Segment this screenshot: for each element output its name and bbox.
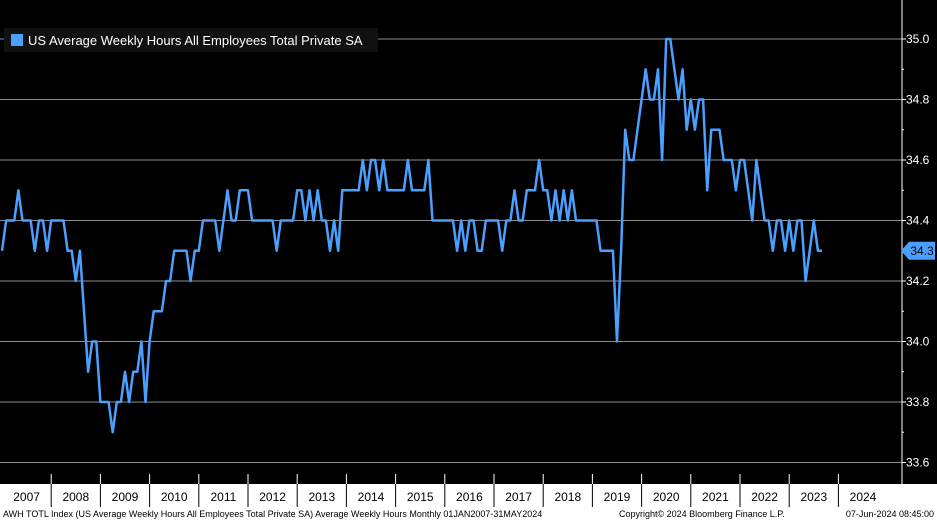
y-tick-label: 34.4 xyxy=(906,214,930,228)
x-tick-label: 2016 xyxy=(456,490,483,504)
last-value-label: 34.3 xyxy=(910,244,934,258)
x-tick-label: 2018 xyxy=(554,490,581,504)
x-axis-bar: 2007 2008 2009 2010 2011 2012 2013 2014 2015 2016… xyxy=(0,474,937,507)
x-tick-label: 2015 xyxy=(407,490,434,504)
series-layer xyxy=(0,37,822,434)
y-tick-label: 34.6 xyxy=(906,153,930,167)
x-tick-label: 2017 xyxy=(505,490,532,504)
x-tick-label: 2011 xyxy=(210,490,236,504)
x-tick-label: 2019 xyxy=(604,490,631,504)
y-tick-label: 34.0 xyxy=(906,335,930,349)
footer: AWH TOTL Index (US Average Weekly Hours … xyxy=(0,507,937,521)
legend-background xyxy=(4,28,378,52)
x-tick-label: 2013 xyxy=(308,490,335,504)
x-tick-label: 2021 xyxy=(702,490,729,504)
x-tick-label: 2007 xyxy=(13,490,40,504)
legend: US Average Weekly Hours All Employees To… xyxy=(4,28,378,52)
x-tick-label: 2012 xyxy=(259,490,286,504)
x-tick-label: 2010 xyxy=(161,490,188,504)
footer-background xyxy=(0,507,937,521)
legend-label: US Average Weekly Hours All Employees To… xyxy=(28,33,363,48)
x-axis-band xyxy=(0,484,937,507)
x-tick-label: 2009 xyxy=(112,490,139,504)
x-tick-label: 2008 xyxy=(62,490,89,504)
footer-source: AWH TOTL Index (US Average Weekly Hours … xyxy=(3,509,542,519)
y-axis: 33.6 33.8 34.0 34.2 34.4 34.6 34.8 35.0 34.3 xyxy=(901,0,935,484)
y-tick-label: 34.8 xyxy=(906,93,930,107)
last-value-tag xyxy=(901,241,935,260)
footer-timestamp: 07-Jun-2024 08:45:00 xyxy=(846,509,934,519)
footer-copyright: Copyright© 2024 Bloomberg Finance L.P. xyxy=(619,509,785,519)
y-tick-label: 33.6 xyxy=(906,456,930,470)
y-tick-label: 33.8 xyxy=(906,395,930,409)
x-tick-label: 2022 xyxy=(751,490,778,504)
series-line xyxy=(0,37,822,434)
y-tick-label: 34.2 xyxy=(906,274,930,288)
x-tick-label: 2014 xyxy=(358,490,385,504)
y-tick-label: 35.0 xyxy=(906,32,930,46)
x-tick-label: 2023 xyxy=(800,490,827,504)
legend-swatch xyxy=(11,34,23,46)
x-tick-label: 2024 xyxy=(850,490,877,504)
x-tick-label: 2020 xyxy=(653,490,680,504)
